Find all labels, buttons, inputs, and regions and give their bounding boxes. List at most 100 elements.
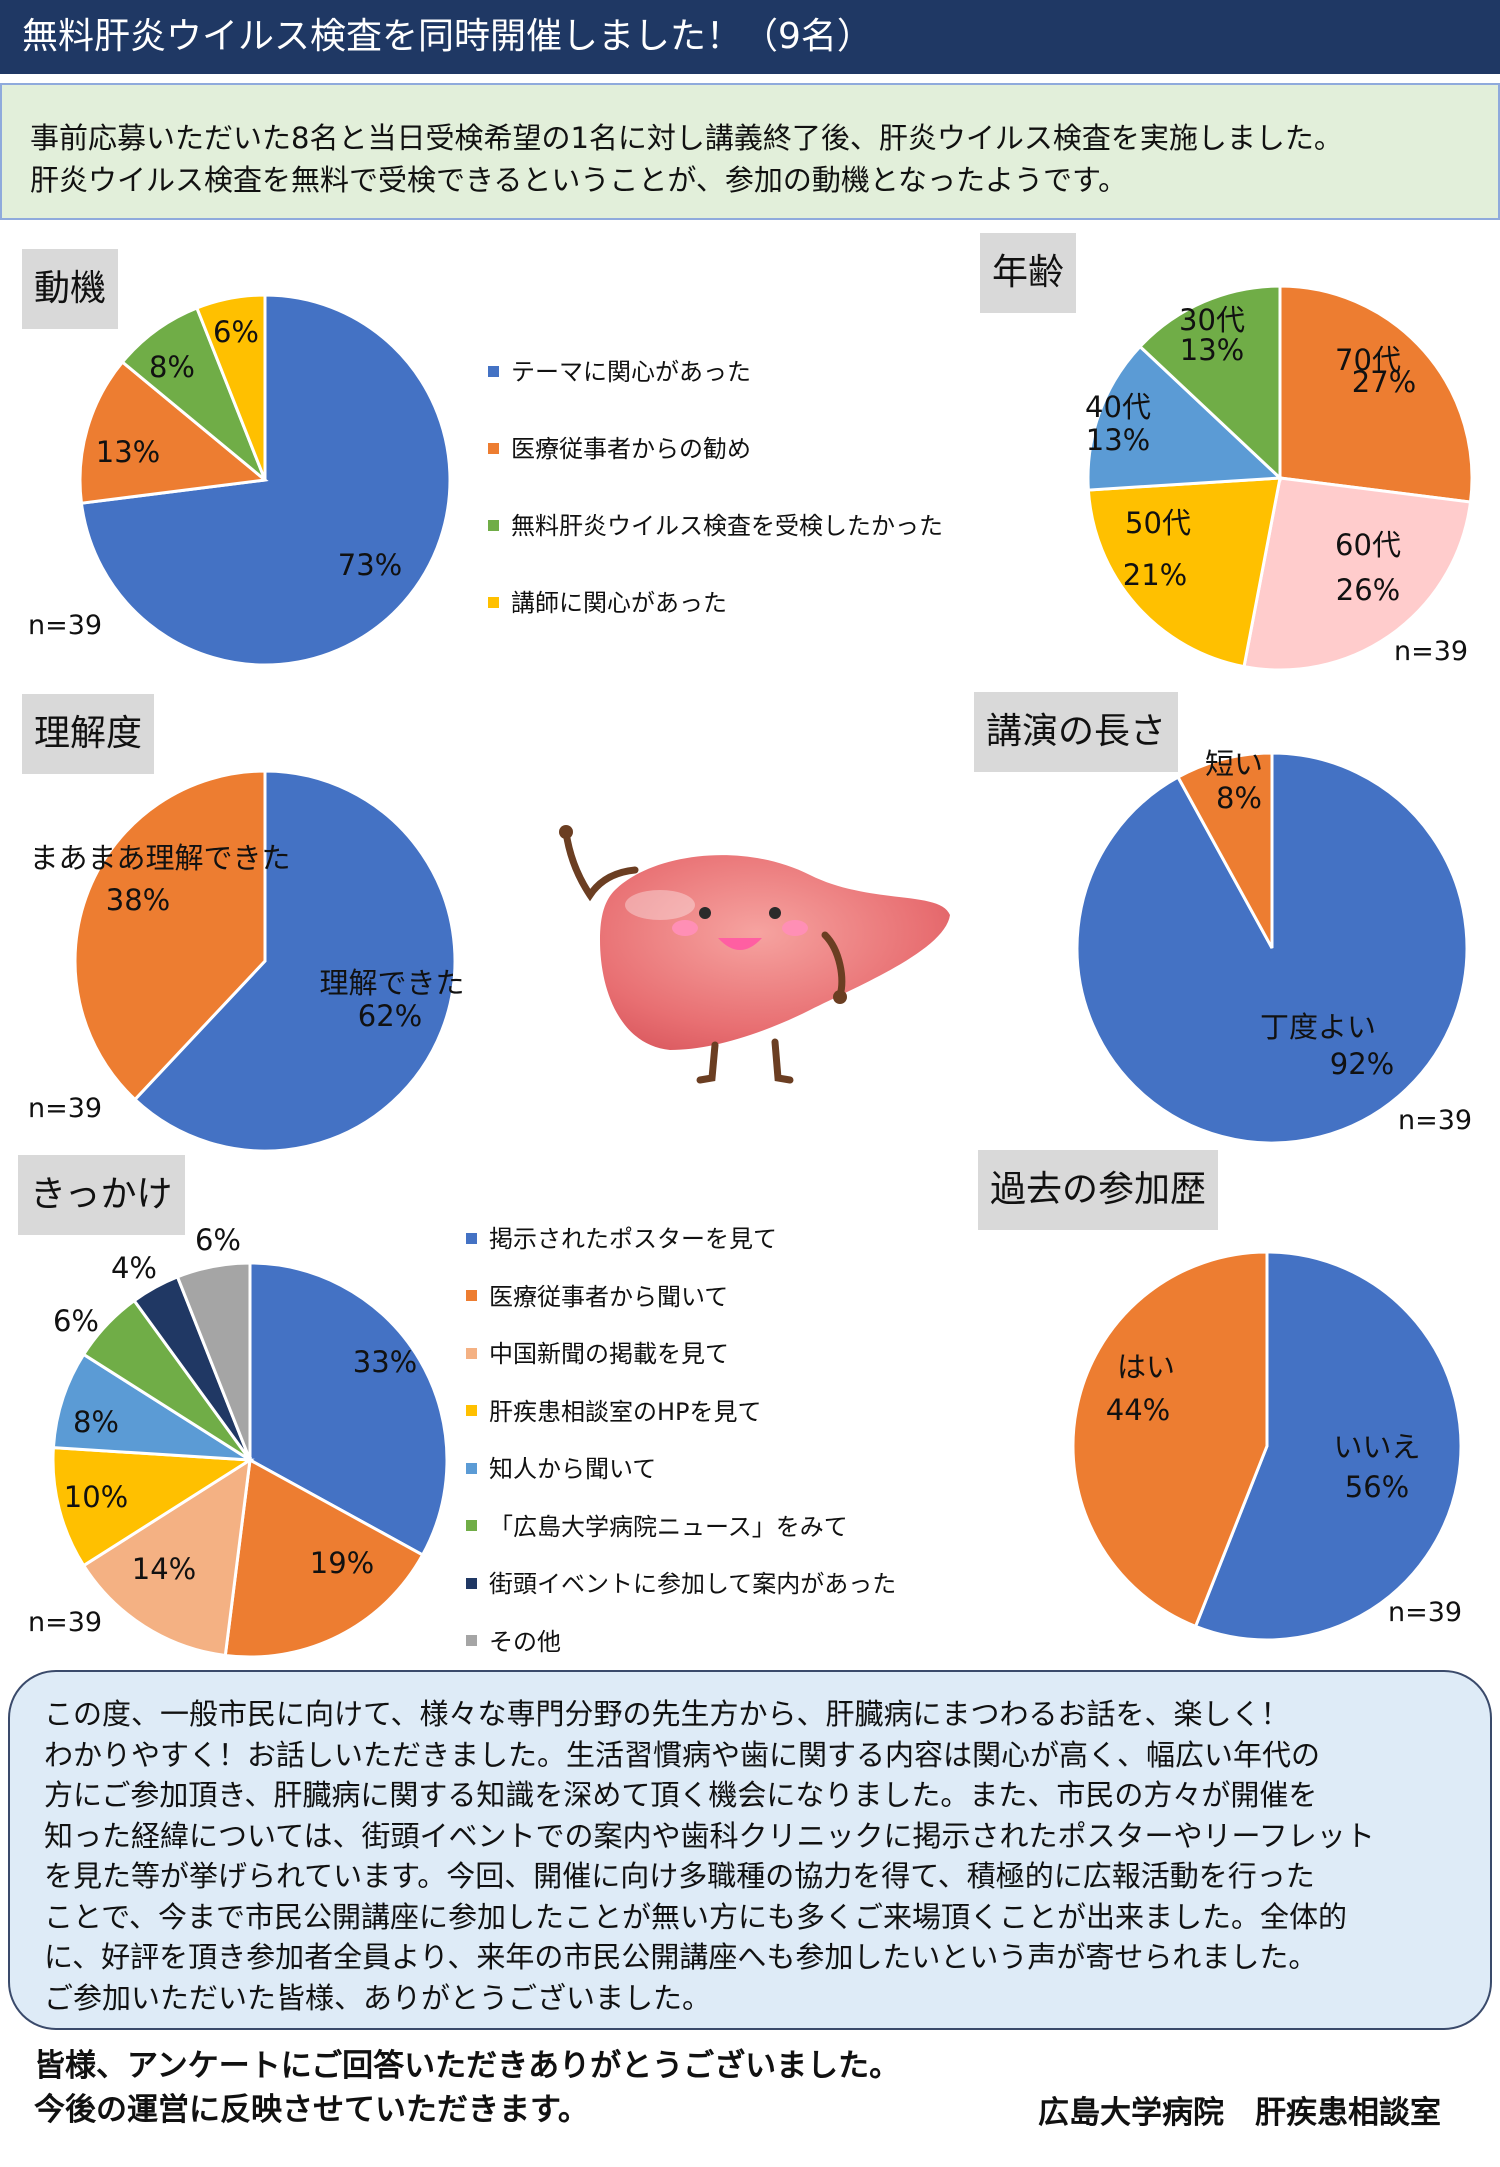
n-label-understanding: n=39 — [28, 1093, 103, 1124]
pie-value-label-trigger-1: 19% — [310, 1546, 374, 1580]
pie-category-label-understanding-0: 理解できた — [319, 966, 464, 1000]
pie-value-label-understanding-0: 62% — [358, 999, 422, 1033]
summary-box: この度、一般市民に向けて、様々な専門分野の先生方から、肝臓病にまつわるお話を、楽… — [8, 1670, 1492, 2030]
pie-value-label-motive-0: 73% — [338, 548, 402, 582]
legend-swatch — [488, 365, 499, 377]
pie-slice-age-4 — [1137, 284, 1282, 482]
summary-line: ご参加いただいた皆様、ありがとうございました。 — [44, 1980, 712, 2015]
legend-item: 無料肝炎ウイルス検査を受検したかった — [488, 506, 943, 541]
legend-swatch — [488, 596, 499, 608]
n-label-length: n=39 — [1398, 1105, 1473, 1136]
legend-motive: テーマに関心があった医療従事者からの勧め無料肝炎ウイルス検査を受検したかった 講師… — [488, 352, 1048, 622]
legend-item: その他 — [466, 1622, 561, 1657]
legend-swatch — [466, 1232, 477, 1244]
legend-label: 掲示されたポスターを見て — [489, 1225, 777, 1253]
legend-label: 知人から聞いて — [489, 1455, 657, 1483]
pie-value-label-age-3: 13% — [1086, 423, 1150, 457]
pie-value-label-age-2: 21% — [1123, 558, 1187, 592]
pie-category-label-age-2: 50代 — [1125, 506, 1191, 540]
pie-slice-trigger-2 — [81, 1457, 252, 1658]
n-label-history: n=39 — [1388, 1597, 1463, 1628]
section-title-length: 講演の長さ — [974, 692, 1179, 772]
n-label-trigger: n=39 — [28, 1607, 103, 1638]
pie-value-label-trigger-4: 8% — [73, 1405, 119, 1439]
intro-box: 事前応募いただいた8名と当日受検希望の1名に対し講義終了後、肝炎ウイルス検査を実… — [0, 83, 1500, 220]
pie-value-label-history-0: 56% — [1345, 1470, 1409, 1504]
section-title-understanding: 理解度 — [22, 694, 155, 774]
legend-label: その他 — [489, 1627, 561, 1656]
legend-item: テーマに関心があった — [488, 352, 751, 387]
legend-item: 「広島大学病院ニュース」をみて — [466, 1507, 848, 1542]
section-title-motive: 動機 — [22, 249, 119, 329]
legend-label: 中国新聞の掲載を見て — [489, 1340, 729, 1368]
legend-label: 医療従事者から聞いて — [489, 1282, 729, 1311]
pie-category-label-age-3: 40代 — [1085, 390, 1151, 424]
pie-slice-age-1 — [1242, 476, 1473, 672]
thanks-message: 皆様、アンケートにご回答いただきありがとうございました。 今後の運営に反映させて… — [34, 2044, 900, 2132]
legend-swatch — [466, 1520, 477, 1531]
pie-value-label-length-1: 8% — [1216, 781, 1262, 815]
pie-slice-history-0 — [1193, 1250, 1463, 1642]
pie-value-label-trigger-7: 6% — [195, 1223, 241, 1257]
legend-swatch — [488, 442, 499, 454]
legend-item: 講師に関心があった — [488, 583, 727, 618]
n-label-age: n=39 — [1394, 636, 1469, 667]
pie-slice-motive-1 — [78, 359, 269, 505]
pie-value-label-trigger-6: 4% — [111, 1251, 157, 1285]
intro-line: 肝炎ウイルス検査を無料で受検できるということが、参加の動機となったようです。 — [30, 163, 1128, 197]
organization-name: 広島大学病院 肝疾患相談室 — [1038, 2095, 1441, 2131]
pie-category-label-length-1: 短い — [1205, 747, 1263, 781]
legend-item: 肝疾患相談室のHPを見て — [466, 1392, 762, 1427]
legend-trigger: 掲示されたポスターを見て 医療従事者から聞いて 中国新聞の掲載を見て肝疾患相談室のH… — [466, 1219, 1026, 1669]
legend-swatch — [466, 1462, 477, 1474]
legend-swatch — [466, 1635, 477, 1646]
legend-item: 知人から聞いて — [466, 1449, 656, 1484]
pie-category-label-history-0: いいえ — [1333, 1430, 1420, 1464]
legend-item: 医療従事者からの勧め — [488, 429, 751, 464]
summary-line: わかりやすく！お話しいただきました。生活習慣病や歯に関する内容は関心が高く、幅広… — [44, 1737, 1321, 1772]
pie-value-label-understanding-1: 38% — [106, 883, 170, 917]
pie-value-label-age-0: 27% — [1352, 365, 1416, 399]
legend-label: 無料肝炎ウイルス検査を受検したかった — [511, 512, 943, 540]
section-title-age: 年齢 — [980, 233, 1077, 313]
pie-slice-motive-3 — [194, 293, 267, 481]
pie-value-label-age-4: 13% — [1180, 333, 1244, 367]
pie-category-label-age-0: 70代 — [1335, 343, 1401, 377]
pie-category-label-age-4: 30代 — [1179, 303, 1245, 337]
legend-item: 中国新聞の掲載を見て — [466, 1334, 729, 1369]
liver-mascot-illustration — [559, 825, 950, 1084]
pie-value-label-age-1: 26% — [1336, 573, 1400, 607]
pie-slice-trigger-0 — [248, 1261, 449, 1557]
legend-label: 講師に関心があった — [511, 589, 727, 617]
summary-line: この度、一般市民に向けて、様々な専門分野の先生方から、肝臓病にまつわるお話を、楽… — [44, 1697, 1290, 1731]
pie-value-label-motive-3: 6% — [213, 315, 259, 349]
summary-line: 方にご参加頂き、肝臓病に関する知識を深めて頂く機会になりました。また、市民の方々… — [44, 1778, 1318, 1812]
legend-item: 医療従事者から聞いて — [466, 1277, 728, 1312]
legend-label: テーマに関心があった — [511, 358, 751, 386]
pie-value-label-motive-2: 8% — [149, 350, 195, 384]
pie-slice-trigger-1 — [223, 1457, 425, 1659]
pie-value-label-trigger-5: 6% — [53, 1304, 99, 1338]
legend-swatch — [466, 1405, 477, 1416]
pie-value-label-history-1: 44% — [1106, 1393, 1170, 1427]
legend-label: 肝疾患相談室のHPを見て — [489, 1397, 762, 1426]
pie-category-label-understanding-1: まあまあ理解できた — [29, 841, 290, 875]
thanks-line: 皆様、アンケートにご回答いただきありがとうございました。 — [34, 2048, 901, 2084]
pie-slice-history-1 — [1071, 1250, 1269, 1629]
pie-slice-understanding-1 — [73, 769, 267, 1102]
pie-slice-age-2 — [1086, 476, 1282, 669]
pie-slice-trigger-7 — [175, 1261, 252, 1461]
legend-swatch — [466, 1577, 477, 1589]
legend-swatch — [488, 519, 499, 531]
summary-line: ことで、今まで市民公開講座に参加したことが無い方にも多くご来場頂くことが出来まし… — [44, 1899, 1347, 1934]
pie-category-label-history-1: はい — [1117, 1350, 1175, 1384]
pie-category-label-age-1: 60代 — [1335, 528, 1401, 562]
pie-slice-trigger-3 — [51, 1446, 255, 1568]
legend-item: 掲示されたポスターを見て — [466, 1219, 777, 1254]
pie-slice-motive-2 — [120, 306, 267, 482]
thanks-line: 今後の運営に反映させていただきます。 — [34, 2092, 589, 2128]
legend-swatch — [466, 1290, 477, 1301]
pie-value-label-trigger-2: 14% — [132, 1552, 196, 1586]
pie-value-label-motive-1: 13% — [96, 435, 160, 469]
